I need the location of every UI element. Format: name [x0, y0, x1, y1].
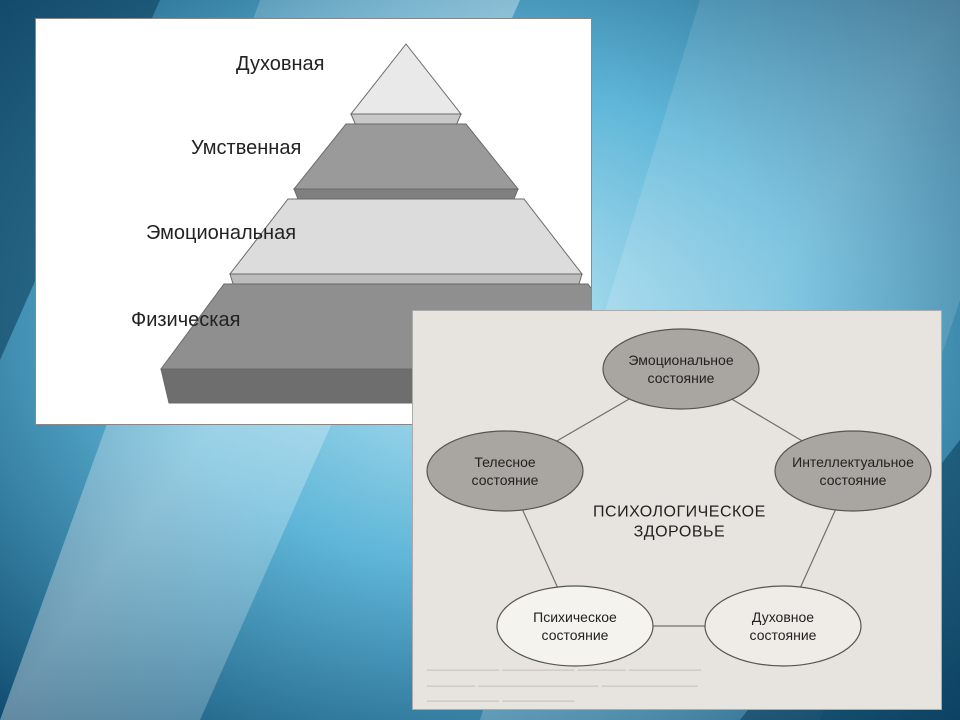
faint-text-row: —————— —————— — [427, 693, 574, 707]
stage: Духовная Умственная Эмоциональная Физическа… — [0, 0, 960, 720]
pentagon-node-psychic: Психическое состояние — [497, 586, 653, 666]
pentagon-node-label: состояние — [750, 627, 817, 643]
faint-text-row: ———— —————————— ———————— — [427, 678, 698, 692]
pentagon-node-spiritual: Духовное состояние — [705, 586, 861, 666]
pentagon-node-label: Эмоциональное — [628, 352, 733, 368]
pentagon-center-label-2: ЗДОРОВЬЕ — [634, 524, 726, 541]
pentagon-center-label-1: ПСИХОЛОГИЧЕСКОЕ — [593, 504, 766, 521]
pyramid-label-3: Физическая — [131, 309, 240, 332]
pyramid-label-0: Духовная — [236, 53, 325, 76]
pentagon-node-label: Психическое — [533, 609, 617, 625]
pyramid-level-0 — [351, 44, 461, 128]
pentagon-node-label: Интеллектуальное — [792, 454, 914, 470]
pentagon-node-label: состояние — [472, 472, 539, 488]
pentagon-node-bodily: Телесное состояние — [427, 431, 583, 511]
pentagon-node-emotional: Эмоциональное состояние — [603, 329, 759, 409]
pentagon-node-intellectual: Интеллектуальное состояние — [775, 431, 931, 511]
pyramid-label-1: Умственная — [191, 137, 301, 160]
pentagon-node-label: состояние — [820, 472, 887, 488]
pentagon-node-label: состояние — [648, 370, 715, 386]
faint-text-row: —————— —————— ———— —————— — [427, 662, 701, 676]
pentagon-node-label: Телесное — [474, 454, 536, 470]
pyramid-level-1 — [294, 124, 518, 209]
pentagon-diagram: ПСИХОЛОГИЧЕСКОЕ ЗДОРОВЬЕ Эмоциональное сост… — [413, 311, 941, 709]
pentagon-node-label: состояние — [542, 627, 609, 643]
pyramid-label-2: Эмоциональная — [146, 222, 296, 245]
pentagon-panel: ПСИХОЛОГИЧЕСКОЕ ЗДОРОВЬЕ Эмоциональное сост… — [412, 310, 942, 710]
pentagon-node-label: Духовное — [752, 609, 814, 625]
